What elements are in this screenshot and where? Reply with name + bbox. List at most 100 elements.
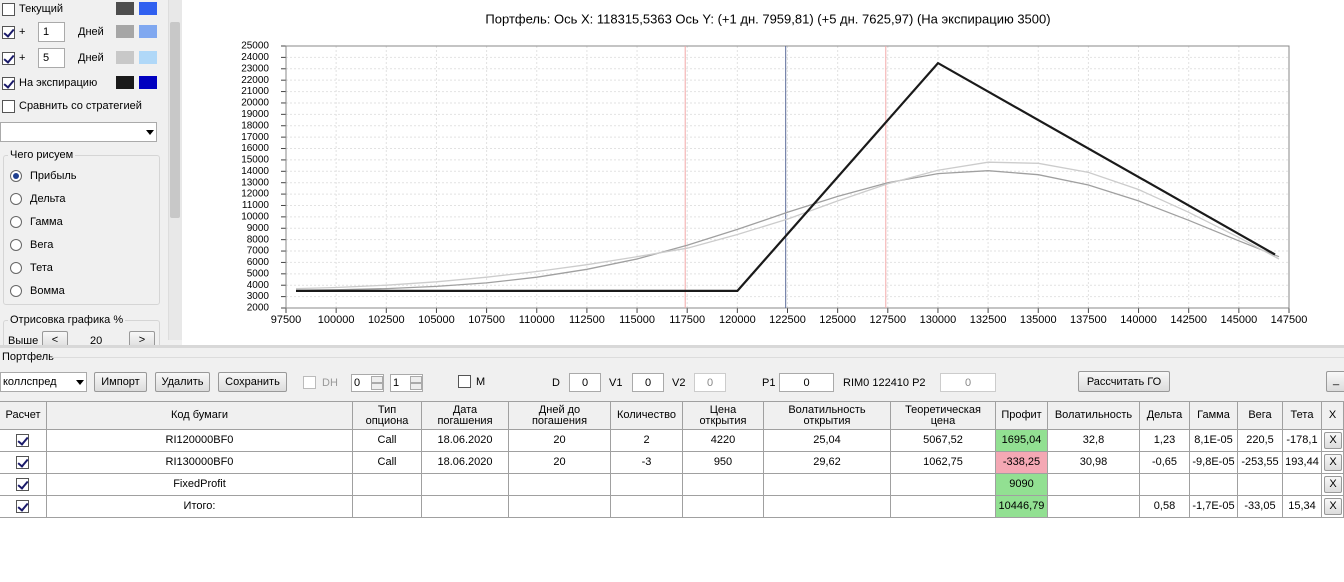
checkbox[interactable] [458,375,471,388]
spinner[interactable]: 1 [390,374,423,392]
table-cell [683,496,764,518]
y-tick-label: 14000 [241,166,269,177]
y-tick-label: 18000 [241,120,269,131]
table-cell: 193,44 [1283,452,1322,474]
table-cell [509,496,611,518]
checkbox[interactable] [2,52,15,65]
close-cell: X [1322,430,1344,452]
color-swatch[interactable] [139,25,157,38]
button[interactable]: Импорт [94,372,147,392]
close-button[interactable]: X [1324,498,1342,515]
table-cell: 9090 [996,474,1048,496]
checkbox[interactable] [2,77,15,90]
check-cell [0,496,47,518]
table-cell: 4220 [683,430,764,452]
table-cell: -1,7E-05 [1190,496,1238,518]
button[interactable]: Сохранить [218,372,287,392]
group-title: Чего рисуем [8,149,76,161]
checkbox[interactable] [2,3,15,16]
row-checkbox[interactable] [16,434,29,447]
render-label: Выше [8,335,39,345]
radio-label: Вега [30,239,54,251]
series-line [296,61,1276,292]
column-header: Волатильность открытия [764,402,891,430]
field-input[interactable]: 0 [940,373,996,392]
color-swatch[interactable] [139,76,157,89]
color-swatch[interactable] [116,76,134,89]
table-cell [764,474,891,496]
table-cell: RI130000BF0 [47,452,353,474]
column-header: Дней до погашения [509,402,611,430]
y-tick-label: 17000 [241,132,269,143]
button[interactable]: Удалить [155,372,210,392]
table-cell [1283,474,1322,496]
field-input[interactable]: 0 [779,373,834,392]
table-cell [891,474,996,496]
column-header: Теоретическая цена [891,402,996,430]
color-swatch[interactable] [139,2,157,15]
table-cell: 1062,75 [891,452,996,474]
radio[interactable] [10,170,22,182]
column-header: Гамма [1190,402,1238,430]
next-button[interactable]: > [129,331,155,345]
unit: Дней [78,26,104,38]
table-cell: -253,55 [1238,452,1283,474]
radio-label: Гамма [30,216,63,228]
minimize-button[interactable]: _ [1326,371,1344,392]
close-button[interactable]: X [1324,454,1342,471]
radio[interactable] [10,262,22,274]
radio[interactable] [10,216,22,228]
close-button[interactable]: X [1324,432,1342,449]
dropdown[interactable] [0,122,157,142]
color-swatch[interactable] [139,51,157,64]
field-input[interactable]: 0 [569,373,601,392]
radio[interactable] [10,193,22,205]
checkbox[interactable] [2,26,15,39]
x-tick-label: 130000 [920,314,957,326]
color-swatch[interactable] [116,2,134,15]
radio[interactable] [10,285,22,297]
x-tick-label: 145000 [1220,314,1257,326]
column-header: Цена открытия [683,402,764,430]
checkbox[interactable] [303,376,316,389]
table-cell: 32,8 [1048,430,1140,452]
scroll-thumb[interactable] [170,22,180,218]
table-cell: RI120000BF0 [47,430,353,452]
table-cell [353,496,422,518]
table-cell [764,496,891,518]
color-swatch[interactable] [116,25,134,38]
y-tick-label: 25000 [241,41,269,52]
days-input[interactable]: 1 [38,22,65,42]
row-checkbox[interactable] [16,456,29,469]
strategy-select[interactable]: коллспред [0,372,87,392]
field-input[interactable]: 0 [632,373,664,392]
field-input[interactable]: 0 [694,373,726,392]
arrow [146,130,154,139]
line-label: На экспирацию [19,77,98,89]
x-tick-label: 140000 [1120,314,1157,326]
close-button[interactable]: X [1324,476,1342,493]
days-input[interactable]: 5 [38,48,65,68]
column-header: Тип опциона [353,402,422,430]
close-cell: X [1322,474,1344,496]
y-tick-label: 2000 [247,303,270,314]
y-tick-label: 13000 [241,177,269,188]
x-tick-label: 132500 [970,314,1007,326]
render-value: 20 [90,335,103,345]
calc-button[interactable]: Рассчитать ГО [1078,371,1170,392]
x-tick-label: 135000 [1020,314,1057,326]
column-header: Расчет [0,402,47,430]
row-checkbox[interactable] [16,500,29,513]
radio[interactable] [10,239,22,251]
prev-button[interactable]: < [42,331,68,345]
table-cell: -33,05 [1238,496,1283,518]
row-checkbox[interactable] [16,478,29,491]
table-cell: -338,25 [996,452,1048,474]
field-label: D [552,377,560,389]
spinner[interactable]: 0 [351,374,384,392]
color-swatch[interactable] [116,51,134,64]
left-panel: Текущий +1 Дней +5 Дней На экспирацию Сравнить… [0,0,182,345]
checkbox[interactable] [2,100,15,113]
y-tick-label: 3000 [247,291,270,302]
y-tick-label: 7000 [247,246,270,257]
